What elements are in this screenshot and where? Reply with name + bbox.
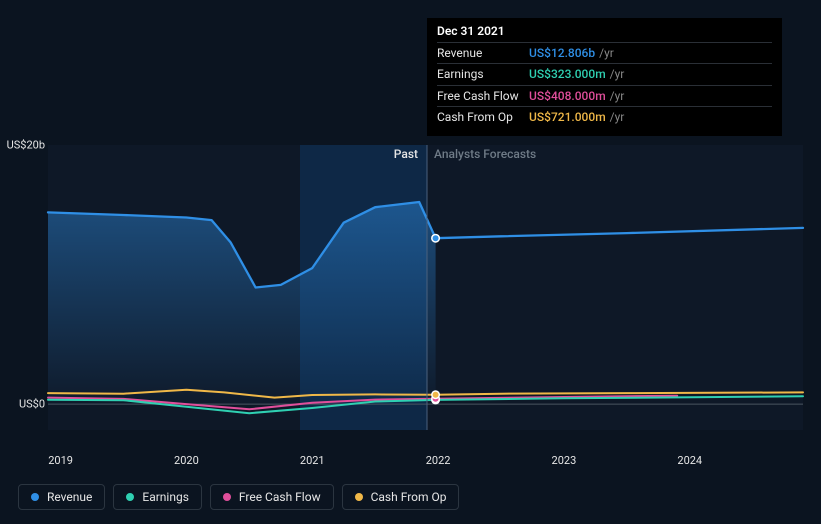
- x-axis-tick: 2021: [300, 454, 325, 467]
- cash_from_op-marker: [433, 392, 439, 398]
- legend-item-earnings[interactable]: Earnings: [113, 484, 202, 510]
- tooltip-row-value: US$721.000m: [529, 110, 606, 124]
- tooltip-row-value: US$408.000m: [529, 89, 606, 103]
- free_cash_flow-dot-icon: [223, 493, 231, 501]
- tooltip-date: Dec 31 2021: [437, 24, 772, 38]
- earnings-dot-icon: [126, 493, 134, 501]
- x-axis-tick: 2023: [552, 454, 577, 467]
- past-section-label: Past: [394, 147, 418, 161]
- tooltip-row-value: US$12.806b: [529, 46, 595, 60]
- tooltip-row-label: Free Cash Flow: [437, 89, 529, 103]
- y-axis-tick: US$20b: [7, 139, 45, 152]
- legend-item-label: Free Cash Flow: [239, 490, 321, 504]
- x-axis-tick: 2020: [174, 454, 199, 467]
- tooltip-row-cash_from_op: Cash From OpUS$721.000m/yr: [437, 106, 772, 127]
- legend-item-cash_from_op[interactable]: Cash From Op: [342, 484, 460, 510]
- tooltip-row-unit: /yr: [610, 110, 625, 124]
- legend-item-label: Earnings: [142, 490, 189, 504]
- tooltip-row-value: US$323.000m: [529, 67, 606, 81]
- tooltip-row-unit: /yr: [599, 46, 614, 60]
- tooltip-row-label: Earnings: [437, 67, 529, 81]
- financials-chart: US$20b US$0 2019 2020 2021 2022 2023 2024 Past…: [0, 0, 821, 524]
- y-axis-tick: US$0: [19, 398, 45, 411]
- tooltip-row-earnings: EarningsUS$323.000m/yr: [437, 63, 772, 84]
- revenue-marker: [433, 235, 439, 241]
- tooltip-row-label: Revenue: [437, 46, 529, 60]
- tooltip-row-revenue: RevenueUS$12.806b/yr: [437, 42, 772, 63]
- chart-tooltip: Dec 31 2021 RevenueUS$12.806b/yrEarnings…: [427, 18, 782, 136]
- tooltip-row-label: Cash From Op: [437, 110, 529, 124]
- legend-item-free_cash_flow[interactable]: Free Cash Flow: [210, 484, 334, 510]
- cash_from_op-dot-icon: [355, 493, 363, 501]
- tooltip-row-unit: /yr: [610, 67, 625, 81]
- revenue-dot-icon: [31, 493, 39, 501]
- tooltip-row-free_cash_flow: Free Cash FlowUS$408.000m/yr: [437, 85, 772, 106]
- legend-item-label: Revenue: [47, 490, 92, 504]
- x-axis-tick: 2022: [426, 454, 451, 467]
- legend-item-revenue[interactable]: Revenue: [18, 484, 105, 510]
- legend: Revenue Earnings Free Cash Flow Cash From O…: [18, 484, 459, 510]
- legend-item-label: Cash From Op: [371, 490, 447, 504]
- x-axis-tick: 2024: [677, 454, 702, 467]
- x-axis-tick: 2019: [48, 454, 73, 467]
- forecast-section-label: Analysts Forecasts: [434, 147, 536, 161]
- tooltip-row-unit: /yr: [610, 89, 625, 103]
